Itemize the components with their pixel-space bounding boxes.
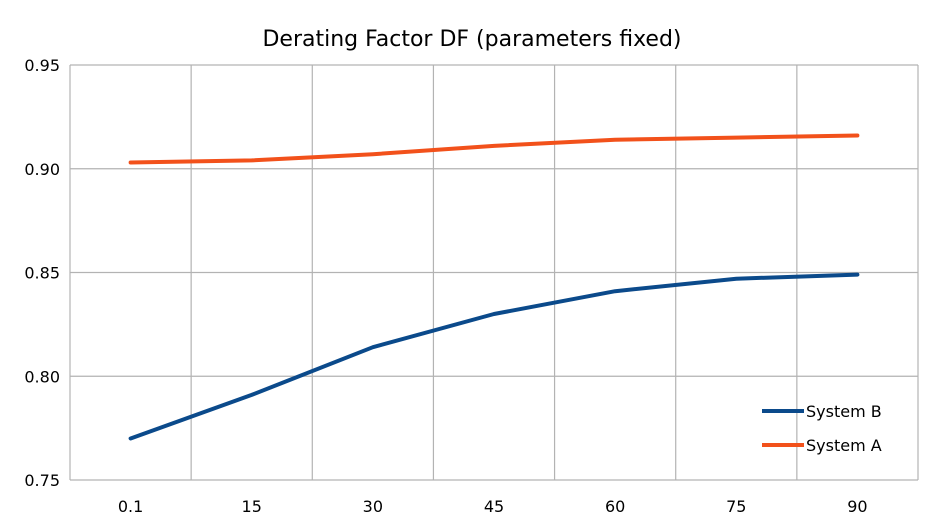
x-tick-label: 15 xyxy=(242,497,262,516)
x-tick-label: 75 xyxy=(726,497,746,516)
x-tick-label: 30 xyxy=(363,497,383,516)
y-tick-label: 0.75 xyxy=(24,471,60,490)
legend-label: System B xyxy=(806,402,882,421)
legend: System B System A xyxy=(762,402,882,455)
y-tick-label: 0.80 xyxy=(24,367,60,386)
x-tick-label: 60 xyxy=(605,497,625,516)
x-tick-label: 90 xyxy=(847,497,867,516)
series-line-system-b xyxy=(128,272,860,441)
grid xyxy=(69,64,919,481)
x-tick-label: 45 xyxy=(484,497,504,516)
y-tick-label: 0.85 xyxy=(24,264,60,283)
series-lines xyxy=(128,133,860,441)
y-tick-label: 0.95 xyxy=(24,56,60,75)
y-tick-label: 0.90 xyxy=(24,160,60,179)
axes: 0.75 0.80 0.85 0.90 0.95 0.1 15 30 45 60 75 90 xyxy=(24,56,867,516)
series-line-system-a xyxy=(128,133,860,165)
chart-title: Derating Factor DF (parameters fixed) xyxy=(262,27,681,52)
x-tick-label: 0.1 xyxy=(118,497,143,516)
legend-label: System A xyxy=(806,436,882,455)
